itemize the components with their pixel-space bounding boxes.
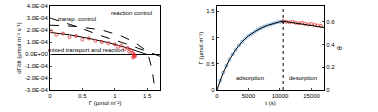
- svg-text:2.0E-04: 2.0E-04: [27, 27, 49, 33]
- svg-text:4.0E-04: 4.0E-04: [27, 3, 49, 9]
- svg-text:dΓ/dt (µmol m⁻² s⁻¹): dΓ/dt (µmol m⁻² s⁻¹): [16, 22, 22, 73]
- svg-text:0: 0: [48, 93, 52, 99]
- svg-text:3.0E-04: 3.0E-04: [27, 15, 49, 21]
- svg-text:0.4: 0.4: [326, 42, 335, 48]
- svg-text:15000: 15000: [303, 93, 320, 99]
- svg-text:transp. control: transp. control: [58, 16, 96, 22]
- svg-text:0: 0: [211, 87, 215, 93]
- svg-text:5000: 5000: [242, 93, 256, 99]
- svg-text:0.0E+00: 0.0E+00: [25, 51, 48, 57]
- svg-text:0.2: 0.2: [326, 64, 335, 70]
- svg-text:1: 1: [113, 93, 117, 99]
- svg-text:Γ (µmol m⁻²): Γ (µmol m⁻²): [198, 32, 204, 65]
- svg-text:θ: θ: [336, 46, 343, 50]
- svg-text:t (s): t (s): [265, 100, 275, 106]
- svg-text:adsorption: adsorption: [236, 75, 264, 81]
- svg-text:0.6: 0.6: [326, 19, 335, 25]
- svg-text:0.5: 0.5: [206, 61, 215, 67]
- svg-text:reaction control: reaction control: [111, 10, 152, 16]
- svg-text:0: 0: [215, 93, 219, 99]
- svg-text:desorption: desorption: [289, 75, 317, 81]
- svg-text:0: 0: [326, 87, 330, 93]
- svg-text:Γ (µmol m⁻²): Γ (µmol m⁻²): [89, 100, 122, 106]
- svg-text:1.0E-04: 1.0E-04: [27, 39, 49, 45]
- svg-text:-3.0E-04: -3.0E-04: [25, 87, 49, 93]
- svg-text:10000: 10000: [272, 93, 289, 99]
- svg-text:-1.0E-04: -1.0E-04: [25, 63, 49, 69]
- svg-text:1.5: 1.5: [143, 93, 152, 99]
- svg-text:0.5: 0.5: [78, 93, 87, 99]
- svg-text:1: 1: [211, 35, 215, 41]
- svg-text:mixed transport and reaction: mixed transport and reaction: [48, 47, 124, 53]
- svg-text:-2.0E-04: -2.0E-04: [25, 75, 49, 81]
- svg-text:1.5: 1.5: [206, 8, 215, 14]
